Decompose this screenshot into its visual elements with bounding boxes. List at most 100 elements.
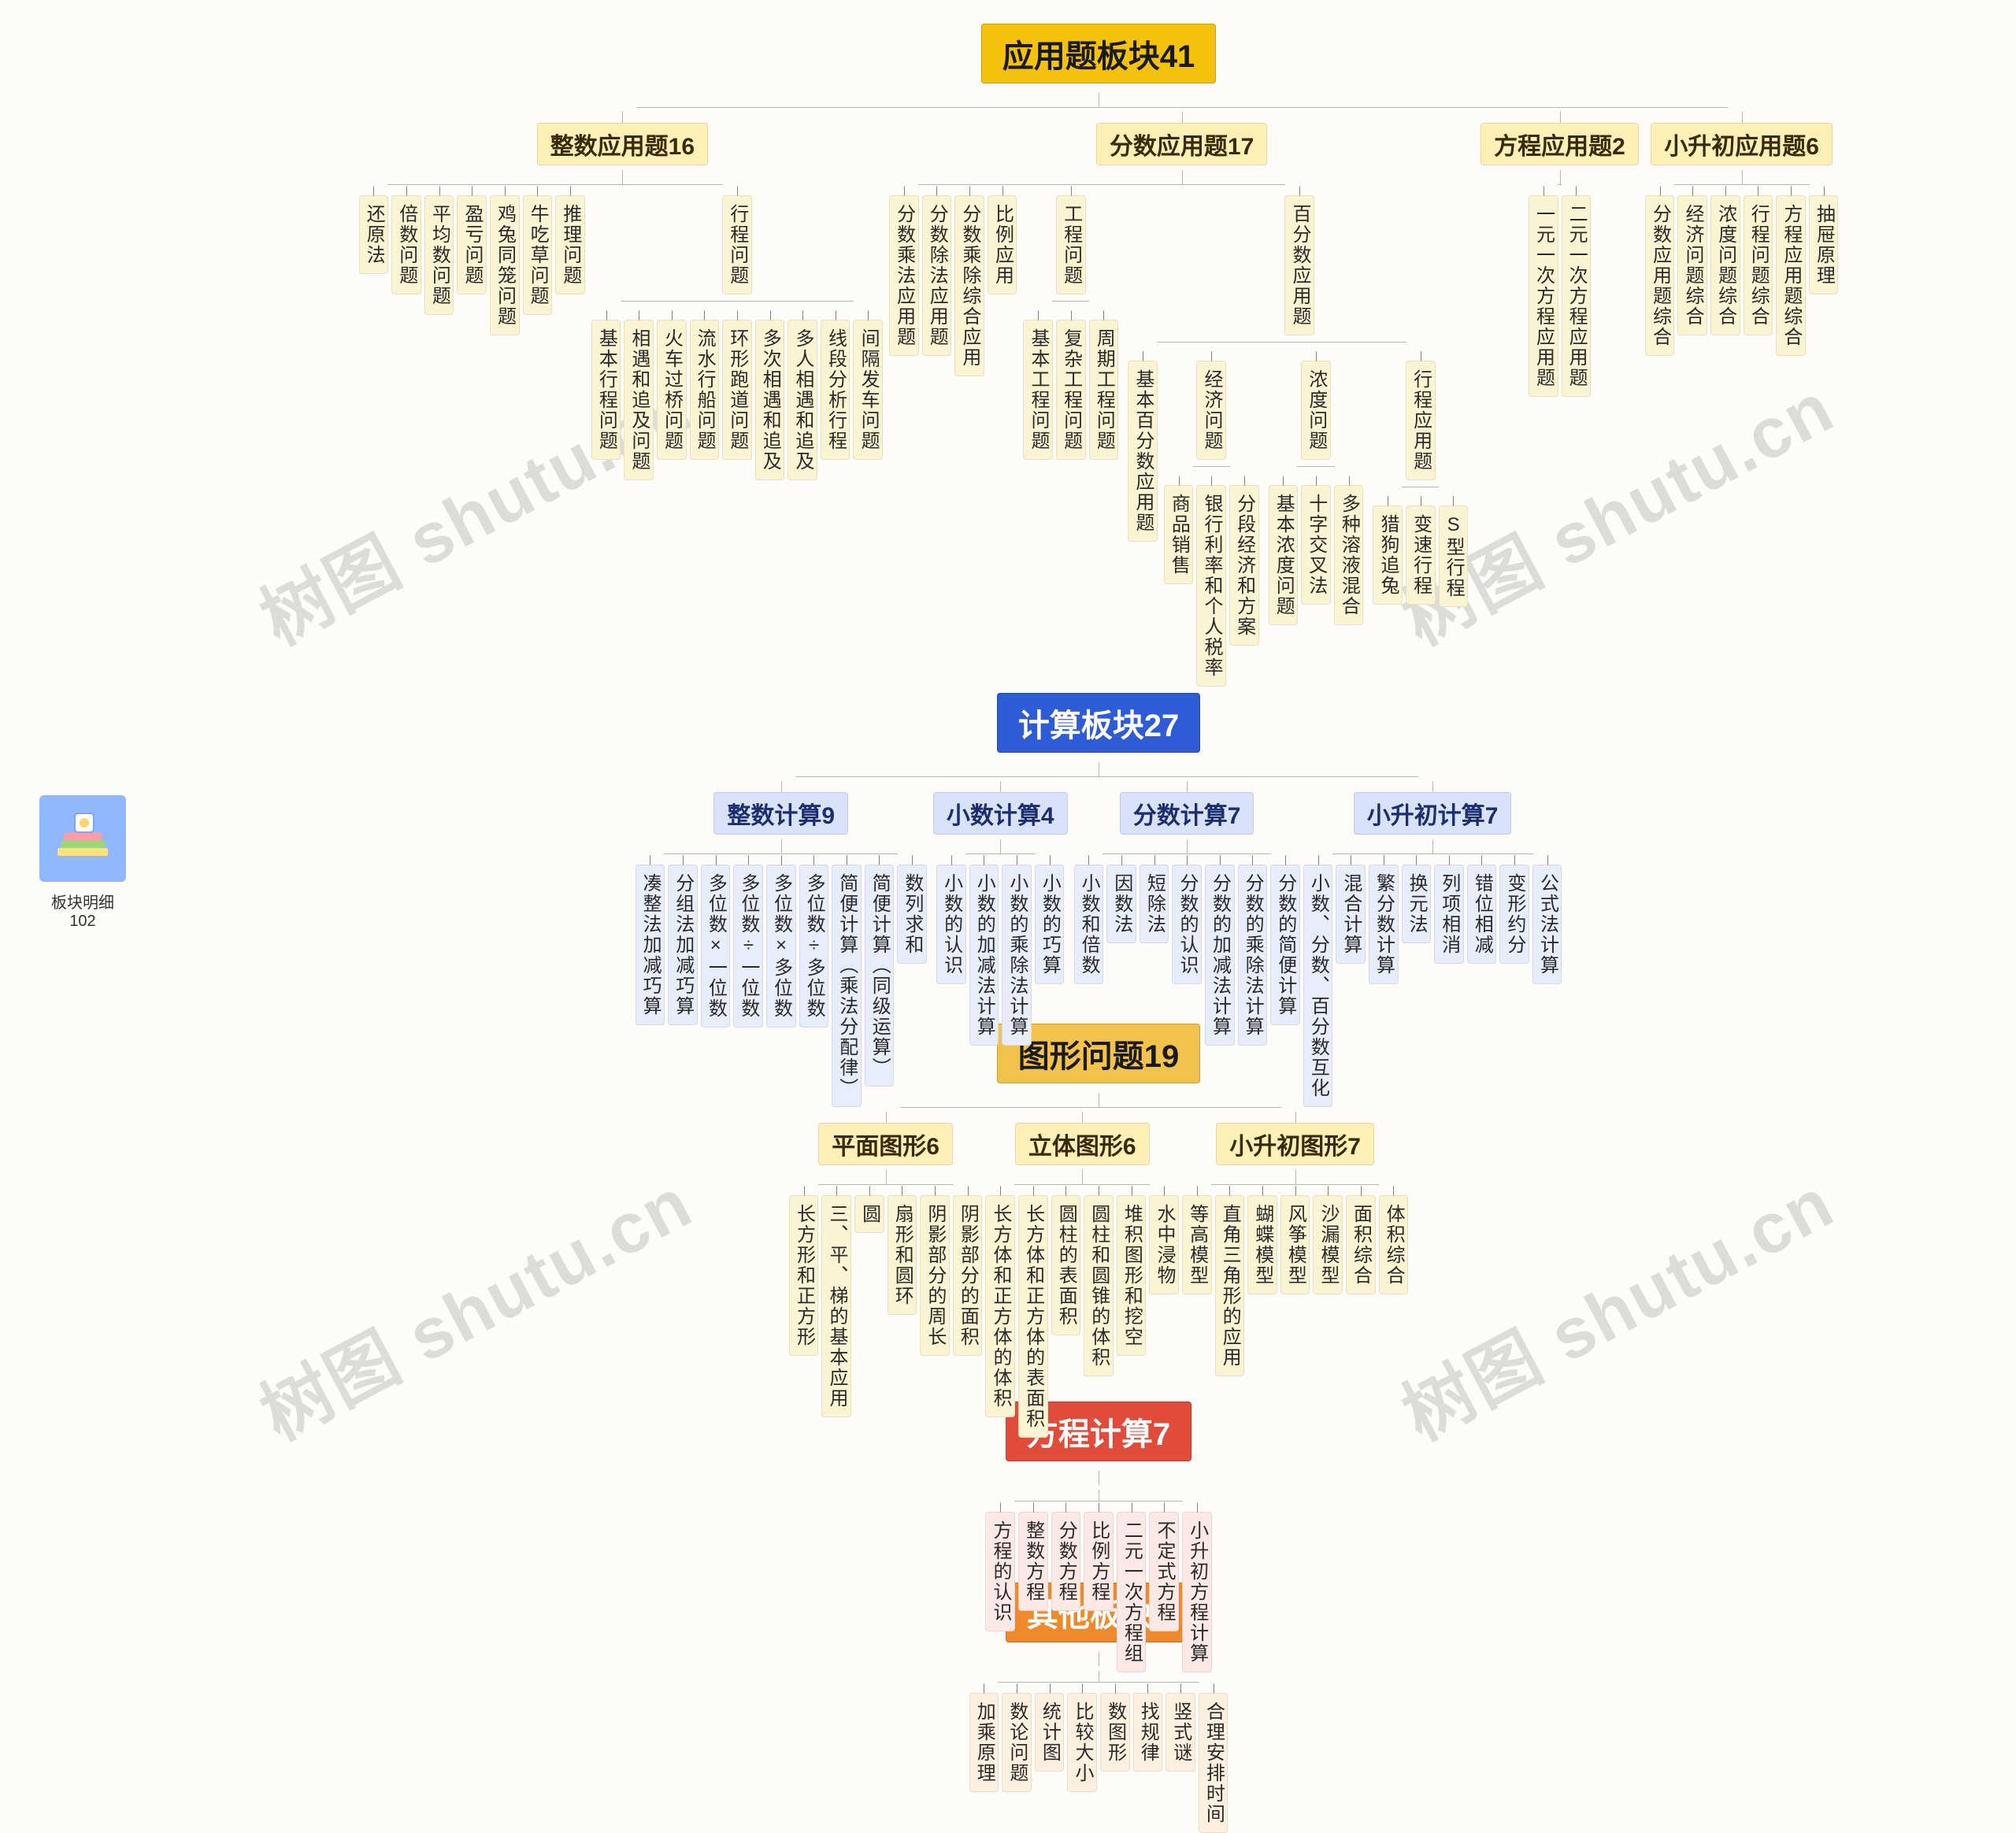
leaf-node: 周期工程问题 — [1089, 320, 1119, 460]
leaf-node: 小数的乘除法计算 — [1002, 865, 1032, 1046]
section-title: 计算板块27 — [997, 693, 1201, 753]
leaf-node: 找规律 — [1133, 1693, 1163, 1772]
leaf-node: 沙漏模型 — [1313, 1195, 1343, 1294]
category-label: 小升初计算7 — [1354, 792, 1512, 835]
leaf-node: 面积综合 — [1346, 1195, 1376, 1294]
leaf-node: 水中浸物 — [1149, 1195, 1179, 1294]
leaf-node: 比例应用 — [988, 195, 1017, 294]
leaf-node: 一元一次方程应用题 — [1529, 195, 1558, 397]
leaf-node: 比例方程 — [1084, 1512, 1114, 1611]
leaf-node: 牛吃草问题 — [523, 195, 553, 315]
leaf-node: S型行程 — [1439, 505, 1469, 607]
leaf-node: 分数乘除综合应用 — [954, 195, 984, 376]
leaf-node: 三、平、梯的基本应用 — [821, 1195, 851, 1417]
category: 平面图形6长方形和正方形三、平、梯的基本应用圆扇形和圆环阴影部分的周长阴影部分的… — [788, 1123, 984, 1438]
sub-node: 浓度问题基本浓度问题十字交叉法多种溶液混合 — [1264, 361, 1369, 625]
category: 小升初图形7等高模型直角三角形的应用蝴蝶模型风筝模型沙漏模型面积综合体积综合 — [1180, 1123, 1410, 1438]
leaf-node: 凑整法加减巧算 — [636, 865, 665, 1025]
leaf-node: 不定式方程 — [1149, 1512, 1179, 1631]
category-label: 分数计算7 — [1120, 792, 1254, 835]
section: 图形问题19平面图形6长方形和正方形三、平、梯的基本应用圆扇形和圆环阴影部分的周… — [205, 1024, 1992, 1438]
leaf-node: 长方体和正方体的表面积 — [1018, 1195, 1048, 1438]
category-row: 整数应用题16还原法倍数问题平均数问题盈亏问题鸡兔同笼问题牛吃草问题推理问题行程… — [205, 123, 1992, 687]
leaf-node: 小数、分数、百分数互化 — [1303, 865, 1333, 1107]
leaf-node: 小数和倍数 — [1074, 865, 1104, 984]
leaf-node: 行程问题 — [722, 195, 752, 294]
leaf-node: 扇形和圆环 — [888, 1195, 917, 1315]
leaf-node: 还原法 — [359, 195, 389, 274]
leaf-node: 长方体和正方体的体积 — [985, 1195, 1015, 1417]
leaf-node: 复杂工程问题 — [1056, 320, 1086, 460]
leaf-node: 风筝模型 — [1280, 1195, 1310, 1294]
root-label: 板块明细102 — [39, 890, 126, 931]
category-label: 方程应用题2 — [1480, 123, 1639, 165]
leaf-node: 比较大小 — [1067, 1693, 1097, 1792]
leaf-node: 因数法 — [1106, 865, 1136, 943]
books-icon — [39, 795, 126, 882]
leaf-node: 猎狗追兔 — [1373, 505, 1403, 605]
section-title: 应用题板块41 — [981, 24, 1217, 83]
category-label: 分数应用题17 — [1096, 123, 1267, 165]
leaf-node: 小数的巧算 — [1035, 865, 1065, 984]
leaf-node: 简便计算（乘法分配律） — [832, 865, 862, 1107]
leaf-node: 数论问题 — [1002, 1693, 1032, 1792]
category: 分数应用题17分数乘法应用题分数除法应用题分数乘除综合应用比例应用工程问题基本工… — [888, 123, 1476, 687]
leaf-node: 简便计算（同级运算） — [865, 865, 895, 1087]
leaf-node: 体积综合 — [1379, 1195, 1409, 1294]
leaf-node: 多位数×一位数 — [701, 865, 731, 1028]
category: 加乘原理数论问题统计图比较大小数图形找规律竖式谜合理安排时间 — [968, 1682, 1230, 1833]
leaf-node: 相遇和追及问题 — [624, 320, 654, 480]
leaf-node: 工程问题 — [1056, 195, 1086, 294]
leaf-node: 分数乘法应用题 — [889, 195, 919, 356]
leaf-node: 数列求和 — [897, 865, 927, 964]
leaf-node: 浓度问题综合 — [1710, 195, 1740, 335]
leaf-node: 多次相遇和追及 — [755, 320, 785, 480]
leaf-node: 银行利率和个人税率 — [1196, 485, 1226, 687]
leaf-node: 小升初方程计算 — [1182, 1512, 1212, 1672]
leaf-node: 合理安排时间 — [1199, 1693, 1228, 1833]
sub-node: 工程问题基本工程问题复杂工程问题周期工程问题 — [1018, 195, 1123, 460]
category-label: 整数应用题16 — [537, 123, 708, 165]
section: 其他板块8加乘原理数论问题统计图比较大小数图形找规律竖式谜合理安排时间 — [205, 1583, 1992, 1833]
leaf-node: 流水行船问题 — [690, 320, 720, 460]
leaf-node: 多位数÷一位数 — [733, 865, 763, 1028]
leaf-node: 分数的认识 — [1172, 865, 1202, 984]
leaf-node: 间隔发车问题 — [853, 320, 883, 460]
leaf-node: 火车过桥问题 — [657, 320, 687, 460]
leaf-node: 盈亏问题 — [457, 195, 487, 294]
category-label: 平面图形6 — [818, 1123, 953, 1165]
leaf-node: 分数的乘除法计算 — [1238, 865, 1268, 1046]
leaf-node: 百分数应用题 — [1284, 195, 1314, 335]
leaf-node: 商品销售 — [1164, 485, 1194, 584]
leaf-node: 经济问题综合 — [1677, 195, 1707, 335]
leaf-node: 平均数问题 — [424, 195, 454, 315]
leaf-node: 二元一次方程应用题 — [1562, 195, 1592, 397]
leaf-node: 直角三角形的应用 — [1215, 1195, 1245, 1376]
sub-node: 百分数应用题基本百分数应用题经济问题商品销售银行利率和个人税率分段经济和方案浓度… — [1123, 195, 1476, 687]
leaf-node: 推理问题 — [555, 195, 585, 294]
leaf-node: 分组法加减巧算 — [668, 865, 698, 1025]
leaf-node: 十字交叉法 — [1301, 485, 1331, 605]
leaf-node: 阴影部分的周长 — [920, 1195, 950, 1356]
leaf-node: 堆积图形和挖空 — [1117, 1195, 1147, 1356]
category-label: 小数计算4 — [933, 792, 1068, 835]
category: 方程应用题2 一元一次方程应用题二元一次方程应用题 — [1476, 123, 1644, 687]
leaf-node: 错位相减 — [1467, 865, 1497, 964]
leaf-node: 方程的认识 — [985, 1512, 1015, 1631]
leaf-node: 数图形 — [1100, 1693, 1130, 1772]
section: 应用题板块41整数应用题16还原法倍数问题平均数问题盈亏问题鸡兔同笼问题牛吃草问… — [205, 24, 1992, 687]
leaf-node: 线段分析行程 — [821, 320, 850, 460]
leaf-node: 小数的加减法计算 — [969, 865, 999, 1046]
leaf-node: 方程应用题综合 — [1776, 195, 1806, 356]
sub-node: 行程应用题猎狗追兔变速行程S型行程 — [1368, 361, 1473, 607]
category-label: 小升初应用题6 — [1651, 123, 1833, 165]
sub-node: 经济问题商品销售银行利率和个人税率分段经济和方案 — [1159, 361, 1264, 687]
leaf-node: 基本浓度问题 — [1269, 485, 1299, 625]
leaf-node: 多位数×多位数 — [766, 865, 796, 1028]
leaf-node: 分段经济和方案 — [1229, 485, 1259, 646]
sub-node: 基本百分数应用题 — [1126, 361, 1159, 542]
leaf-node: 浓度问题 — [1301, 361, 1331, 460]
leaf-node: 行程问题综合 — [1744, 195, 1773, 335]
leaf-node: 短除法 — [1140, 865, 1169, 943]
leaf-node: 变形约分 — [1499, 865, 1529, 964]
